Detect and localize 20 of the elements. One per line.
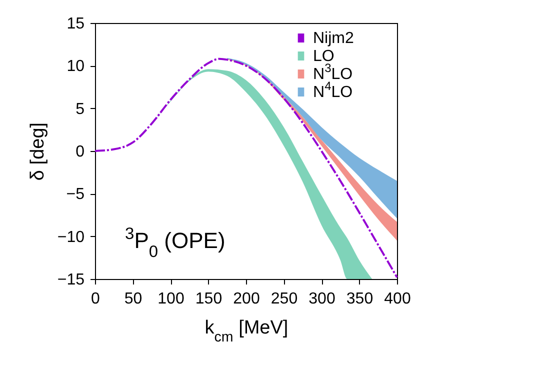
y-tick-label: −10 — [57, 228, 85, 246]
legend-label: Nijm2 — [313, 30, 354, 47]
y-axis-title: δ [deg] — [27, 122, 48, 181]
x-tick-label: 400 — [384, 290, 411, 308]
x-tick-label: 100 — [158, 290, 184, 308]
y-tick-label: 0 — [76, 144, 85, 160]
y-tick-label: −5 — [66, 186, 85, 204]
x-tick-label: 150 — [195, 290, 222, 308]
y-tick-label: 5 — [76, 100, 85, 118]
x-axis-title: k$_{cm}$ [MeV] — [204, 318, 288, 346]
y-tick-label: 15 — [66, 16, 85, 32]
x-tick-label: 350 — [346, 290, 374, 308]
y-tick-label: 10 — [66, 58, 85, 76]
x-tick-label: 250 — [270, 290, 298, 308]
x-tick-label: 50 — [124, 290, 142, 308]
x-tick-label: 300 — [308, 290, 336, 308]
y-tick-label: −15 — [57, 272, 85, 288]
x-tick-label: 200 — [233, 290, 260, 308]
annotation: $^{3}$P$_{0}$ (OPE) — [125, 225, 226, 261]
x-tick-label: 0 — [91, 290, 100, 308]
